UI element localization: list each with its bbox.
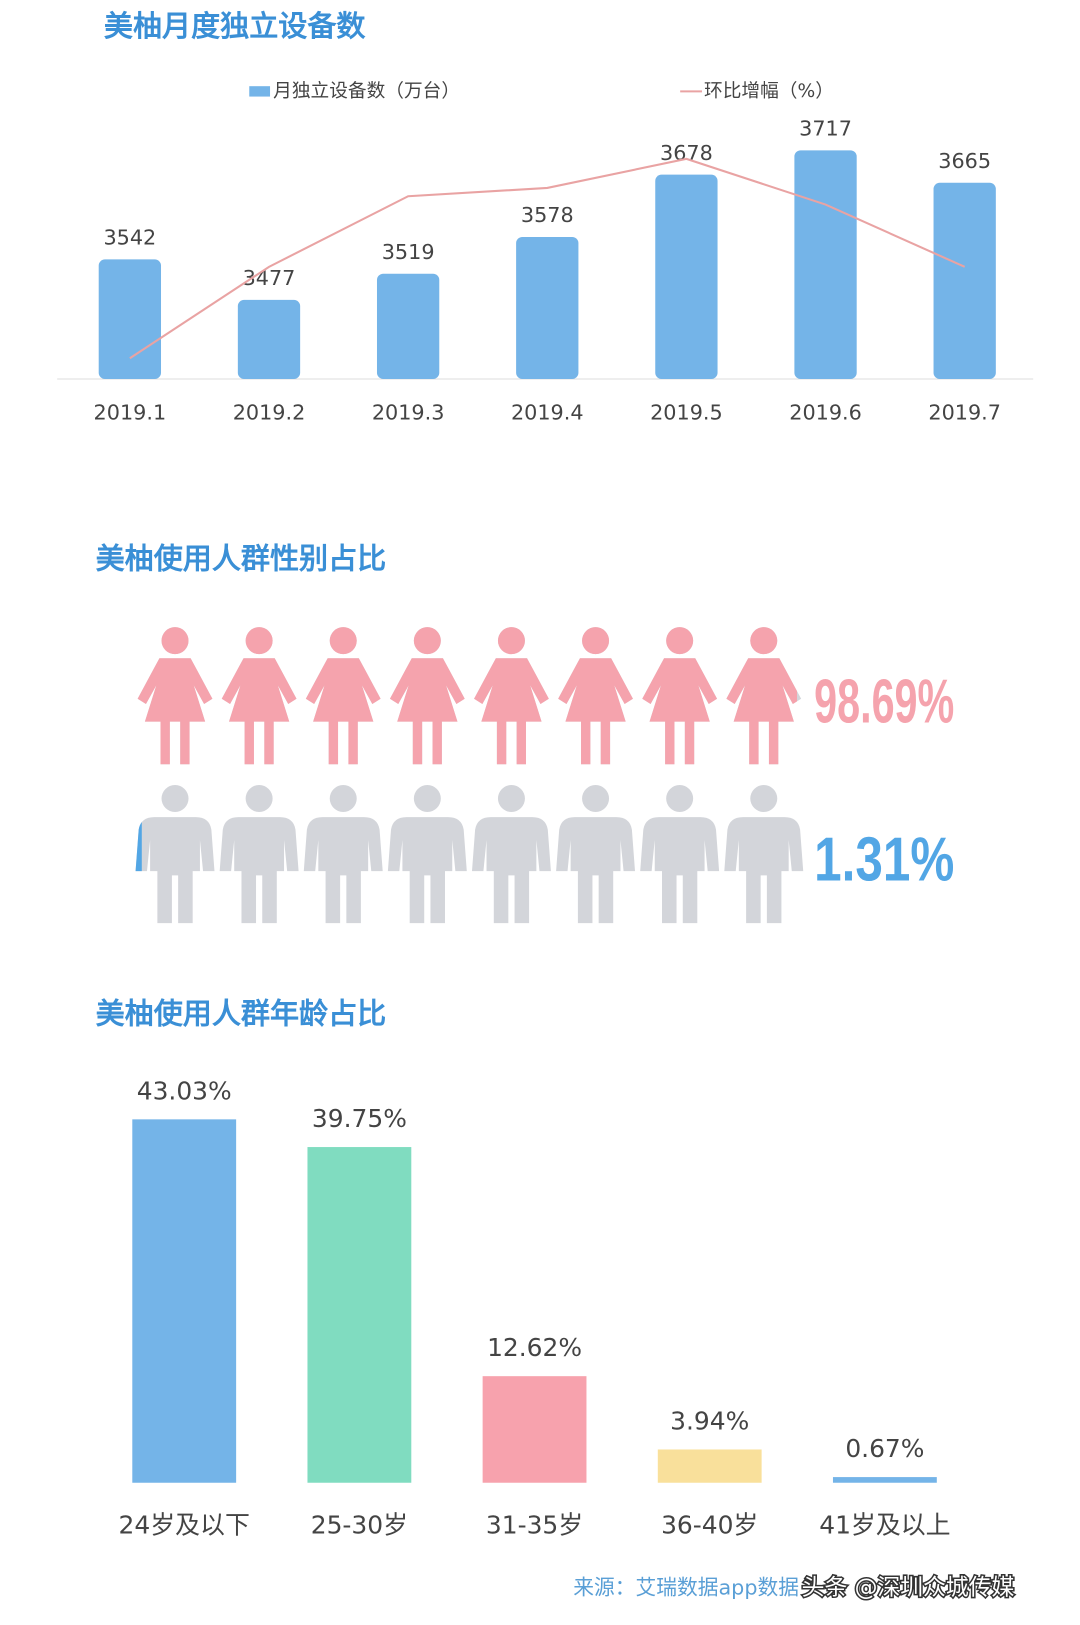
value-label: 3519 bbox=[382, 240, 435, 264]
person-icon bbox=[135, 784, 215, 924]
x-tick-label: 2019.3 bbox=[372, 400, 445, 424]
person-icon bbox=[221, 627, 297, 765]
value-label: 39.75% bbox=[312, 1104, 407, 1133]
value-label: 3542 bbox=[103, 226, 156, 250]
person-icon bbox=[724, 784, 804, 924]
legend-swatch bbox=[249, 86, 271, 97]
value-label: 3717 bbox=[799, 117, 852, 141]
value-label: 3578 bbox=[521, 203, 574, 227]
legend-label: 环比增幅（%） bbox=[704, 81, 834, 102]
line bbox=[129, 157, 966, 360]
person-icon bbox=[640, 784, 720, 924]
bar bbox=[237, 299, 301, 379]
icon-row bbox=[135, 784, 804, 924]
person-icon bbox=[305, 627, 381, 765]
x-tick-label: 24岁及以下 bbox=[119, 1510, 250, 1539]
icon-fill bbox=[137, 627, 798, 765]
bar bbox=[376, 273, 440, 379]
x-tick-label: 2019.1 bbox=[94, 400, 167, 424]
percent-label: 98.69% bbox=[814, 668, 954, 737]
percent-label: 1.31% bbox=[814, 825, 954, 894]
x-tick-label: 2019.2 bbox=[233, 400, 306, 424]
person-icon bbox=[558, 627, 633, 765]
bar bbox=[832, 1477, 937, 1483]
icon-row bbox=[137, 627, 802, 765]
bar bbox=[98, 259, 162, 379]
chart-title: 美柚月度独立设备数 bbox=[104, 9, 367, 43]
source-note: 来源：艾瑞数据app数据 bbox=[573, 1576, 799, 1600]
bar bbox=[132, 1119, 237, 1483]
bar bbox=[933, 182, 996, 379]
person-icon bbox=[389, 627, 465, 765]
x-tick-label: 2019.7 bbox=[928, 400, 1001, 424]
person-icon bbox=[474, 627, 549, 765]
value-label: 12.62% bbox=[487, 1333, 582, 1362]
bar bbox=[794, 150, 857, 379]
bar bbox=[307, 1147, 412, 1483]
person-icon bbox=[642, 627, 718, 765]
x-tick-label: 41岁及以上 bbox=[819, 1510, 950, 1539]
person-icon bbox=[726, 627, 798, 765]
person-icon bbox=[219, 784, 299, 924]
bar bbox=[657, 1449, 762, 1483]
person-icon bbox=[471, 784, 551, 924]
person-icon bbox=[137, 627, 213, 765]
bar bbox=[655, 174, 718, 379]
x-tick-label: 2019.6 bbox=[789, 400, 862, 424]
chart-title: 美柚使用人群性别占比 bbox=[96, 542, 387, 576]
icon-fill bbox=[135, 822, 142, 872]
x-tick-label: 36-40岁 bbox=[661, 1510, 758, 1539]
value-label: 3665 bbox=[938, 149, 991, 173]
value-label: 3678 bbox=[660, 141, 713, 165]
person-icon bbox=[135, 822, 142, 872]
value-label: 43.03% bbox=[137, 1076, 232, 1105]
value-label: 0.67% bbox=[845, 1434, 924, 1463]
chart-title: 美柚使用人群年龄占比 bbox=[96, 996, 387, 1030]
bar bbox=[516, 236, 579, 379]
legend-label: 月独立设备数（万台） bbox=[273, 81, 460, 102]
person-icon bbox=[303, 784, 383, 924]
x-tick-label: 25-30岁 bbox=[311, 1510, 408, 1539]
x-tick-label: 2019.4 bbox=[511, 400, 584, 424]
watermark: 头条 @深圳众城传媒 bbox=[802, 1575, 1015, 1601]
person-icon bbox=[387, 784, 467, 924]
x-tick-label: 2019.5 bbox=[650, 400, 723, 424]
x-tick-label: 31-35岁 bbox=[486, 1510, 583, 1539]
bar bbox=[482, 1376, 587, 1483]
person-icon bbox=[556, 784, 636, 924]
value-label: 3.94% bbox=[670, 1406, 749, 1435]
